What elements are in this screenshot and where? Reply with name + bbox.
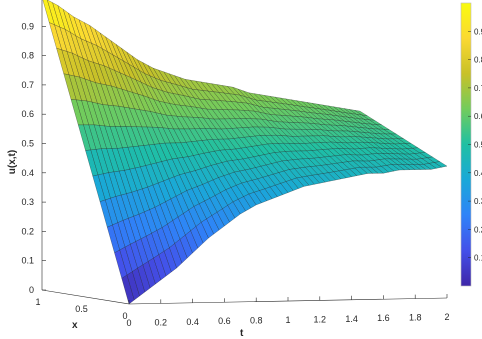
colorbar-tick-label: 0.3 (474, 197, 482, 206)
x-axis-line (41, 289, 130, 305)
z-tick-label: 0 (29, 285, 34, 295)
colorbar-tick-label: 0.1 (474, 254, 482, 263)
colorbar-tick-label: 0.6 (474, 112, 482, 121)
t-tick-label: 1.4 (345, 314, 358, 324)
x-axis-label: x (72, 320, 78, 331)
x-tick-label: 0.5 (75, 304, 88, 314)
z-tick-label: 1 (29, 0, 34, 2)
t-tick-label: 2 (444, 312, 449, 322)
t-tick-label: 0 (126, 318, 131, 328)
colorbar-tick-label: 0.2 (474, 225, 482, 234)
z-tick-label: 0.8 (21, 51, 34, 61)
colorbar-tick-label: 0.5 (474, 141, 482, 150)
colorbar-tick-label: 0.8 (474, 56, 482, 65)
z-tick-label: 0.2 (21, 226, 34, 236)
t-axis-label: t (240, 328, 244, 339)
surface-patch (434, 161, 448, 168)
t-tick-label: 0.6 (218, 316, 231, 326)
z-axis-label: u(x,t) (7, 150, 18, 174)
x-tick-label: 1 (35, 297, 40, 307)
t-tick-label: 0.8 (250, 316, 263, 326)
t-tick-label: 0.4 (186, 317, 199, 327)
z-tick-label: 0.1 (21, 256, 34, 266)
z-tick-label: 0.6 (21, 109, 34, 119)
colorbar: 0.1 0.2 0.3 0.4 0.5 0.6 0.7 0.8 0.9 (460, 2, 482, 287)
surface-mesh (42, 0, 448, 305)
t-tick-label: 1.6 (377, 313, 390, 323)
x-tick-label: 0 (122, 311, 127, 321)
colorbar-tick-label: 0.9 (474, 27, 482, 36)
z-tick-label: 0.7 (21, 80, 34, 90)
t-tick-label: 0.2 (155, 317, 168, 327)
z-tick-label: 0.9 (21, 21, 34, 31)
t-tick-label: 1.2 (314, 314, 327, 324)
z-tick-label: 0.4 (21, 168, 34, 178)
tick-labels: 00.10.20.30.40.50.60.70.80.9100.20.40.60… (21, 0, 449, 328)
t-tick-label: 1.8 (409, 313, 422, 323)
t-tick-label: 1 (285, 315, 290, 325)
colorbar-tick-label: 0.4 (474, 169, 482, 178)
colorbar-tick-label: 0.7 (474, 84, 482, 93)
z-tick-label: 0.3 (21, 197, 34, 207)
z-tick-label: 0.5 (21, 139, 34, 149)
